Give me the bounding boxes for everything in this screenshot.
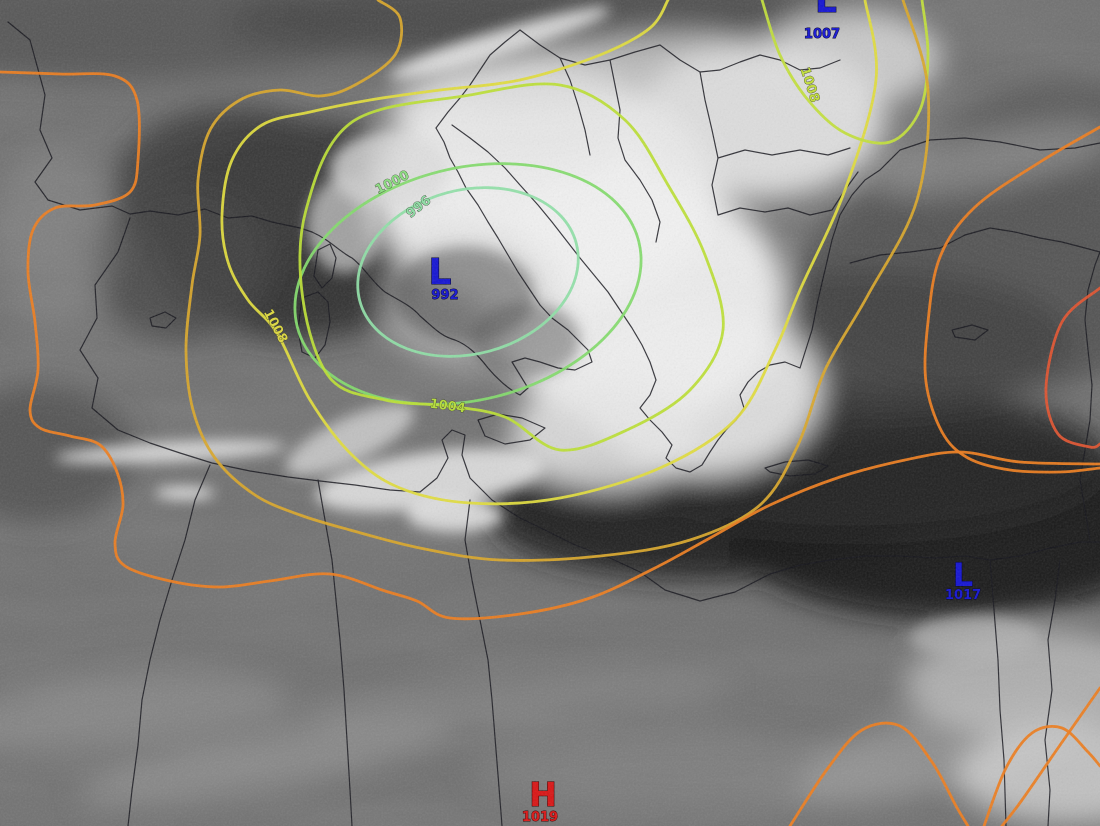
weather-map-canvas: 9961000100410081008 L992L1007L1017H1019 — [0, 0, 1100, 826]
satellite-weather-map: 9961000100410081008 L992L1007L1017H1019 — [0, 0, 1100, 826]
satellite-grain-texture — [0, 0, 1100, 826]
